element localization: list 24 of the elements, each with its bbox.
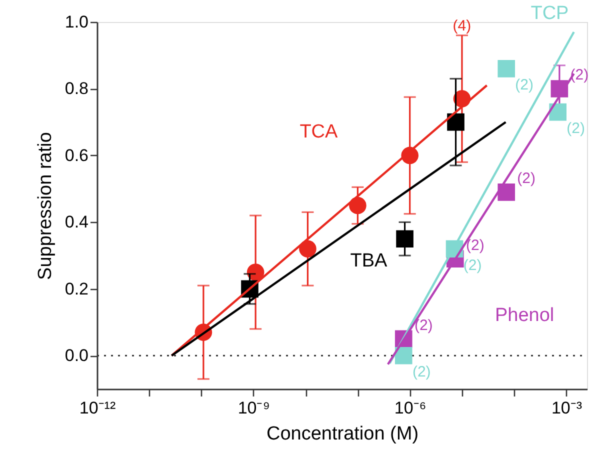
x-tick-label: 10⁻³ bbox=[551, 398, 582, 418]
annotation: (2) bbox=[517, 170, 536, 188]
y-tick-label: 0.8 bbox=[64, 79, 88, 98]
y-tick-label: 0.0 bbox=[64, 346, 88, 366]
y-tick-label: 0.6 bbox=[64, 146, 88, 165]
annotation: (2) bbox=[414, 316, 433, 334]
y-axis-title: Suppression ratio bbox=[34, 132, 56, 280]
y-tick-label: 1.0 bbox=[64, 12, 88, 32]
annotation: (4) bbox=[452, 17, 472, 34]
x-tick-label: 10⁻⁶ bbox=[394, 398, 426, 418]
x-tick-label: 10⁻¹² bbox=[79, 398, 116, 418]
y-tick-label: 0.4 bbox=[64, 212, 88, 232]
annotation: (2) bbox=[566, 120, 586, 138]
annotation: (2) bbox=[412, 364, 431, 381]
annotation: (2) bbox=[466, 236, 484, 254]
x-axis-title: Concentration (M) bbox=[266, 424, 419, 444]
text: TCP bbox=[530, 2, 569, 24]
annotation: (2) bbox=[515, 76, 534, 94]
y-tick-label: 0.2 bbox=[64, 279, 88, 298]
text: Phenol bbox=[494, 304, 554, 326]
text: TCA bbox=[300, 122, 338, 143]
series-label: TBA bbox=[350, 250, 388, 272]
annotation: (2) bbox=[463, 256, 482, 274]
x-tick-label: 10⁻⁹ bbox=[238, 398, 270, 418]
